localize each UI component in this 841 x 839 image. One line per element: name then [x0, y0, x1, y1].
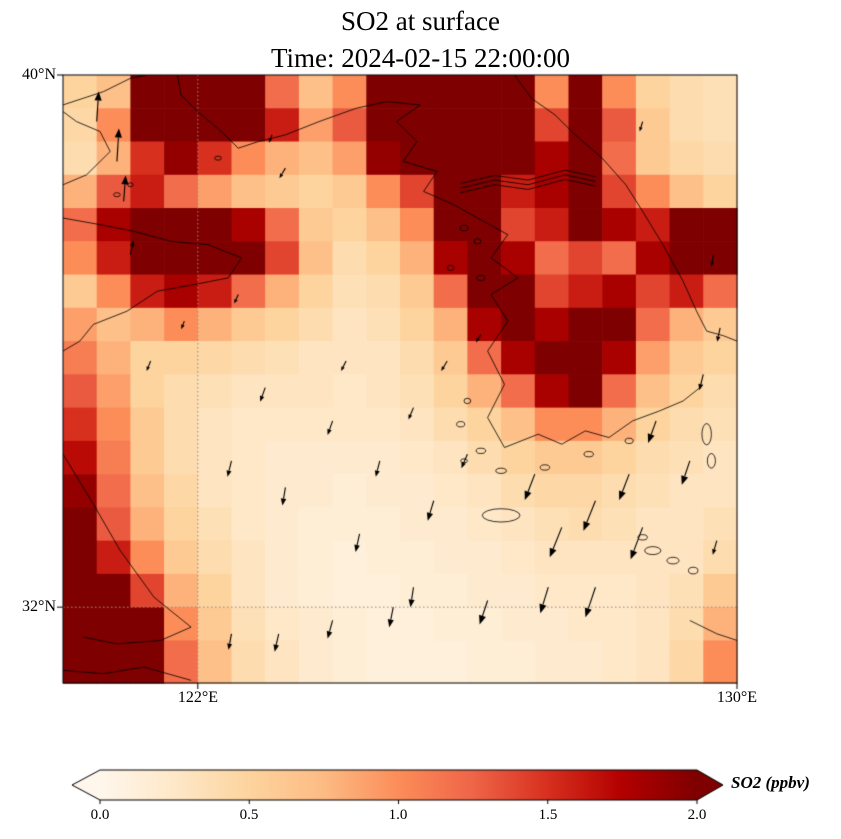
chart-subtitle-time: Time: 2024-02-15 22:00:00 — [270, 43, 571, 73]
chart-title: SO2 at surface — [341, 6, 500, 36]
colorbar-tick-label: 1.5 — [538, 807, 558, 823]
colorbar-tick-label: 2.0 — [687, 807, 707, 823]
y-tick-label-40n: 40°N — [22, 66, 56, 83]
colorbar-tick-label: 0.5 — [239, 807, 259, 823]
colorbar-tick-label: 1.0 — [388, 807, 408, 823]
colorbar-label: SO2 (ppbv) — [731, 773, 810, 792]
x-tick-label-122e: 122°E — [177, 689, 219, 706]
x-tick-label-130e: 130°E — [716, 689, 758, 706]
y-tick-label-32n: 32°N — [22, 598, 56, 615]
colorbar-tick-label: 0.0 — [90, 807, 110, 823]
